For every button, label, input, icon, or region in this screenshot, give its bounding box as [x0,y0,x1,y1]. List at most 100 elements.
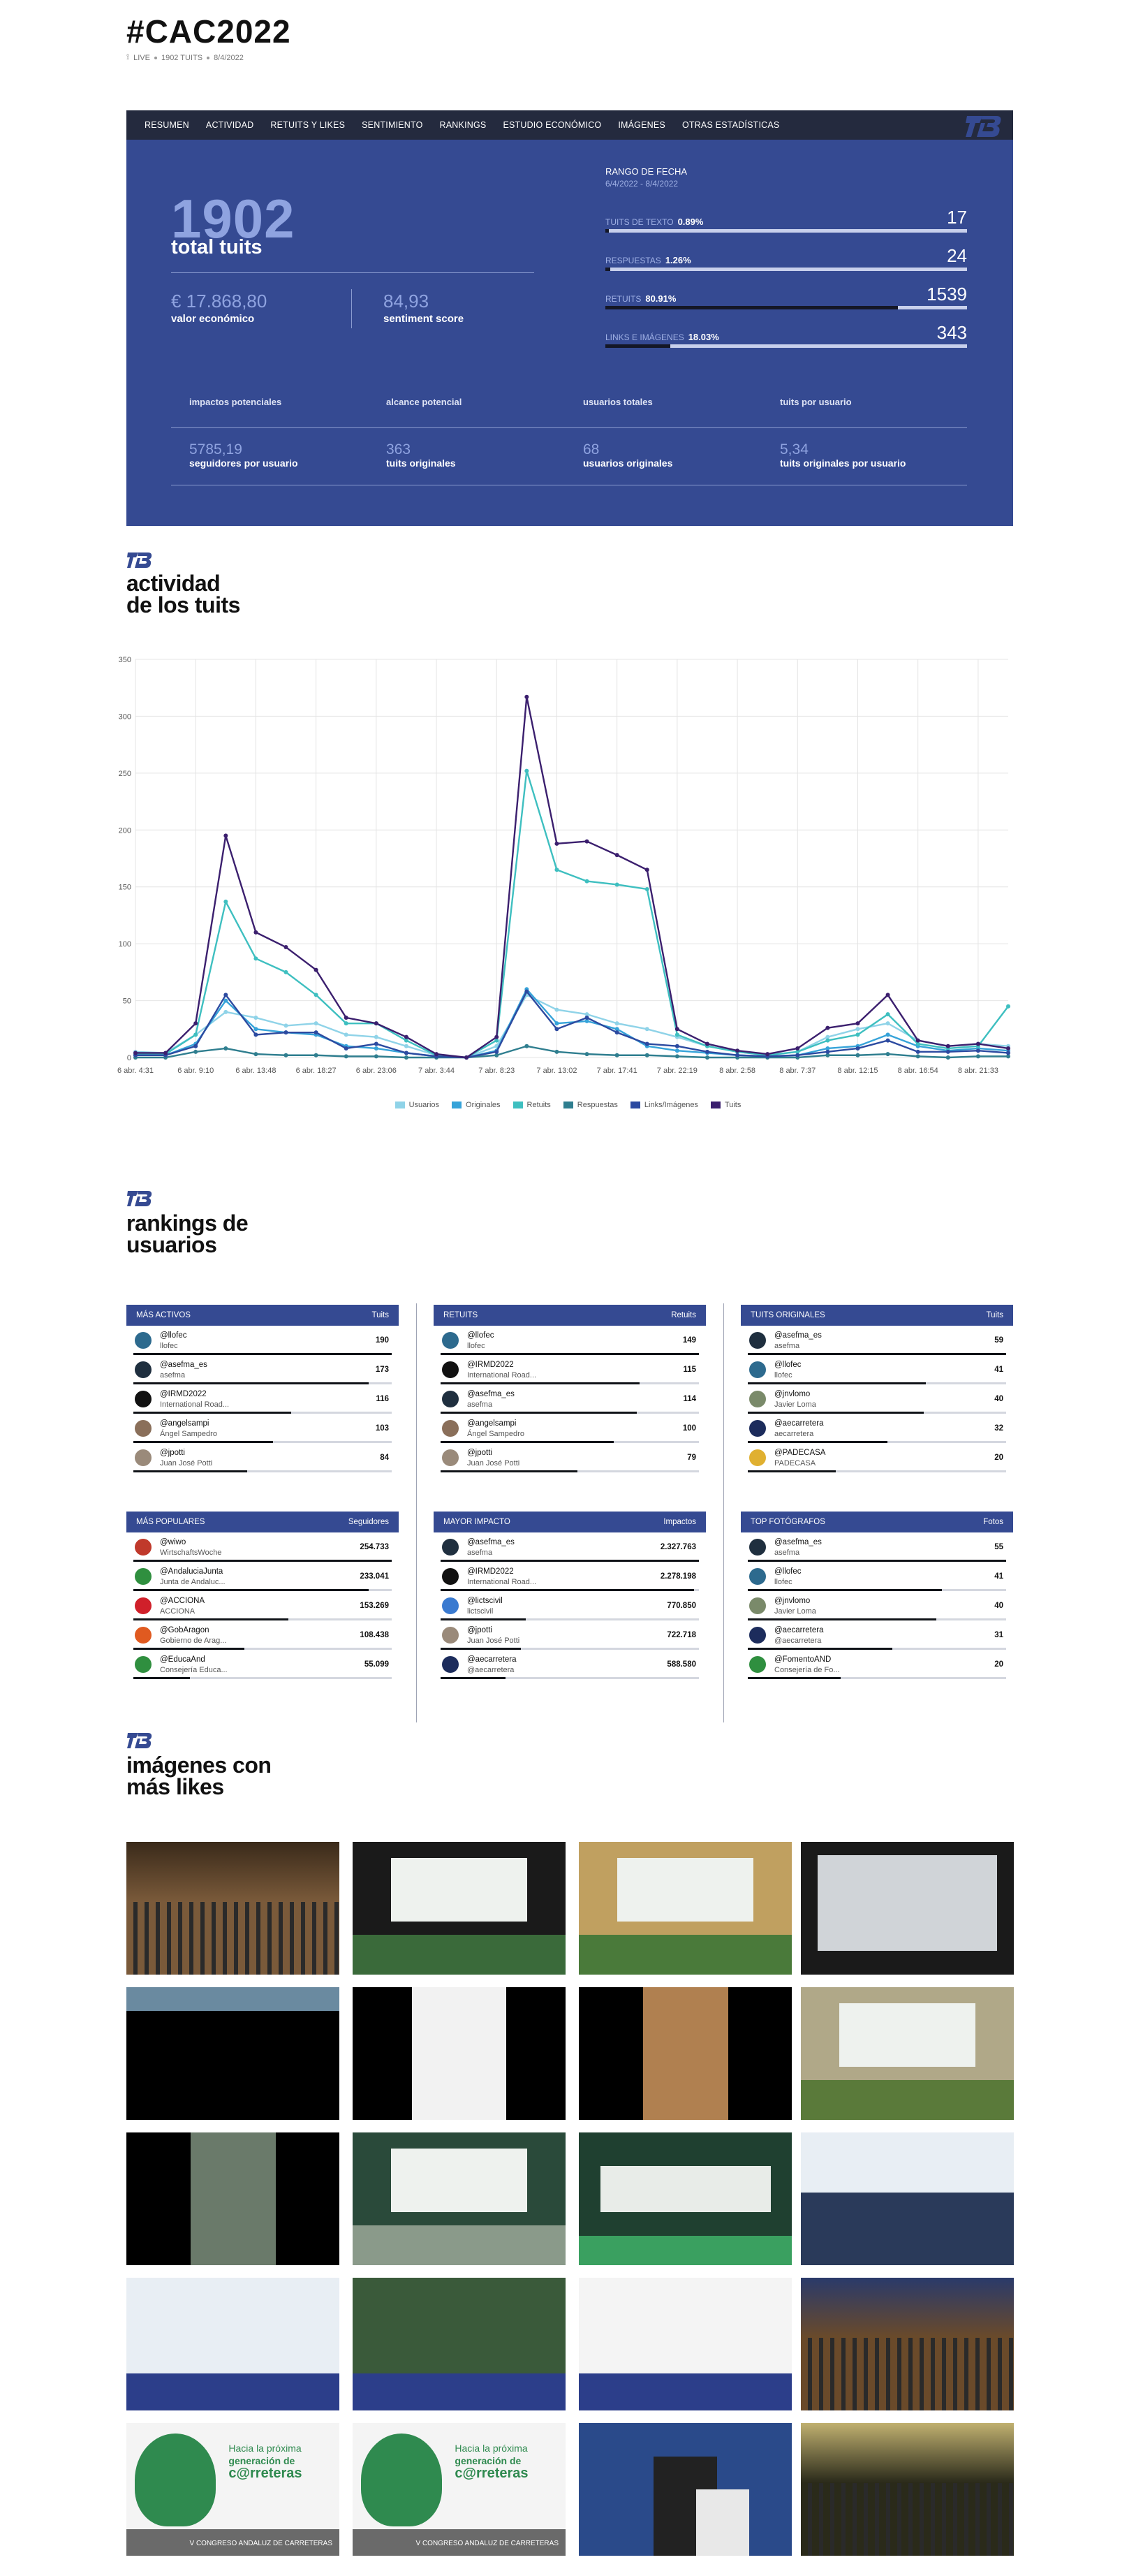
liked-image[interactable]: Hacia la próxima generación de c@rreteras V… [353,2423,566,2556]
ranking-row[interactable]: @llofec llofec 149 [434,1326,706,1355]
ranking-bar-fill [748,1412,924,1414]
divider [351,289,352,328]
ranking-row[interactable]: @ACCIONA ACCIONA 153.269 [126,1591,399,1620]
user-handle: @llofec [467,1331,494,1340]
ranking-row[interactable]: @asefma_es asefma 2.327.763 [434,1532,706,1562]
ranking-row[interactable]: @asefma_es asefma 59 [741,1326,1013,1355]
ranking-row[interactable]: @aecarretera @aecarretera 31 [741,1620,1013,1650]
liked-image[interactable] [801,2278,1014,2410]
avatar [749,1656,766,1673]
ranking-title: MÁS POPULARES [136,1518,205,1526]
live-icon: ⟟ [126,53,130,61]
legend-item[interactable]: Tuits [710,1101,741,1109]
user-name: asefma [467,1400,493,1409]
ranking-row[interactable]: @asefma_es asefma 55 [741,1532,1013,1562]
data-point [313,1053,318,1058]
nav-imagenes[interactable]: IMÁGENES [618,120,665,130]
ranking-bar [748,1560,1006,1562]
metric-value: 5,34 [780,441,809,458]
liked-image[interactable] [579,2278,792,2410]
ranking-row[interactable]: @angelsampi Ángel Sampedro 103 [126,1414,399,1443]
ranking-row[interactable]: @PADECASA PADECASA 20 [741,1443,1013,1472]
ranking-row[interactable]: @asefma_es asefma 173 [126,1355,399,1384]
divider [171,272,534,273]
legend-item[interactable]: Originales [452,1101,501,1109]
ranking-row[interactable]: @aecarretera aecarretera 32 [741,1414,1013,1443]
data-point [885,1038,890,1043]
nav-otras-estadisticas[interactable]: OTRAS ESTADÍSTICAS [681,120,780,130]
ranking-row[interactable]: @EducaAnd Consejería Educa... 55.099 [126,1650,399,1679]
ranking-row[interactable]: @llofec llofec 41 [741,1562,1013,1591]
ranking-row[interactable]: @IRMD2022 International Road... 2.278.198 [434,1562,706,1591]
column-divider [416,1303,417,1722]
ranking-row[interactable]: @IRMD2022 International Road... 116 [126,1384,399,1414]
liked-image[interactable] [353,1987,566,2120]
stat-bar-fill [605,306,899,309]
data-point [705,1041,709,1046]
ranking-row[interactable]: @llofec llofec 190 [126,1326,399,1355]
avatar [749,1391,766,1407]
tweets-count: 1902 TUITS [161,53,203,62]
user-handle: @IRMD2022 [467,1567,514,1576]
ranking-bar-fill [441,1353,699,1355]
ranking-value: 254.733 [360,1543,389,1551]
nav-rankings[interactable]: RANKINGS [439,120,487,130]
ranking-row[interactable]: @angelsampi Ángel Sampedro 100 [434,1414,706,1443]
liked-image[interactable] [801,1987,1014,2120]
ranking-row[interactable]: @lictscivil lictscivil 770.850 [434,1591,706,1620]
ranking-unit: Impactos [663,1518,696,1526]
liked-image[interactable] [579,2132,792,2265]
data-point [885,1032,890,1037]
liked-image[interactable] [801,1842,1014,1975]
ranking-row[interactable]: @GobAragon Gobierno de Arag... 108.438 [126,1620,399,1650]
data-point [855,1053,860,1058]
ranking-row[interactable]: @jpotti Juan José Potti 84 [126,1443,399,1472]
ranking-row[interactable]: @jnvlomo Javier Loma 40 [741,1384,1013,1414]
ranking-bar [133,1382,392,1384]
page-header: #CAC2022 ⟟ LIVE 1902 TUITS 8/4/2022 [126,13,1013,62]
liked-image[interactable] [353,2132,566,2265]
ranking-row[interactable]: @wiwo WirtschaftsWoche 254.733 [126,1532,399,1562]
legend-item[interactable]: Retuits [512,1101,551,1109]
ranking-row[interactable]: @FomentoAND Consejería de Fo... 20 [741,1650,1013,1679]
liked-image[interactable]: Hacia la próxima generación de c@rreteras V… [126,2423,339,2556]
ranking-row[interactable]: @jpotti Juan José Potti 79 [434,1443,706,1472]
nav-resumen[interactable]: RESUMEN [145,120,189,130]
stat-label: LINKS E IMÁGENES [605,332,684,342]
ranking-card: RETUITS Retuits @llofec llofec 149 @IRMD2022 I… [434,1305,706,1472]
ranking-row[interactable]: @AndaluciaJunta Junta de Andaluc... 233.04… [126,1562,399,1591]
liked-image[interactable] [126,2278,339,2410]
ranking-row[interactable]: @IRMD2022 International Road... 115 [434,1355,706,1384]
liked-image[interactable] [126,2132,339,2265]
ranking-bar [133,1412,392,1414]
user-name: lictscivil [467,1607,494,1616]
nav-retuits-likes[interactable]: RETUITS Y LIKES [270,120,346,130]
legend-item[interactable]: Links/Imágenes [630,1101,698,1109]
liked-image[interactable] [126,1987,339,2120]
ranking-row[interactable]: @asefma_es asefma 114 [434,1384,706,1414]
ranking-row[interactable]: @jpotti Juan José Potti 722.718 [434,1620,706,1650]
ranking-row[interactable]: @aecarretera @aecarretera 588.580 [434,1650,706,1679]
data-point [1006,1004,1010,1009]
avatar [135,1391,152,1407]
liked-image[interactable] [353,2278,566,2410]
liked-image[interactable] [579,2423,792,2556]
ranking-bar-fill [441,1441,614,1443]
liked-image[interactable] [801,2423,1014,2556]
liked-image[interactable] [126,1842,339,1975]
nav-actividad[interactable]: ACTIVIDAD [205,120,254,130]
legend-item[interactable]: Respuestas [563,1101,618,1109]
liked-image[interactable] [579,1842,792,1975]
liked-image[interactable] [353,1842,566,1975]
liked-image[interactable] [579,1987,792,2120]
ranking-row[interactable]: @llofec llofec 41 [741,1355,1013,1384]
data-point [193,1021,198,1026]
legend-item[interactable]: Usuarios [394,1101,439,1109]
nav-estudio-economico[interactable]: ESTUDIO ECONÓMICO [503,120,602,130]
liked-image[interactable] [801,2132,1014,2265]
ranking-card: MÁS ACTIVOS Tuits @llofec llofec 190 @asefma_… [126,1305,399,1472]
data-point [374,1034,378,1039]
user-name: asefma [467,1549,493,1557]
ranking-row[interactable]: @jnvlomo Javier Loma 40 [741,1591,1013,1620]
nav-sentimiento[interactable]: SENTIMIENTO [362,120,423,130]
